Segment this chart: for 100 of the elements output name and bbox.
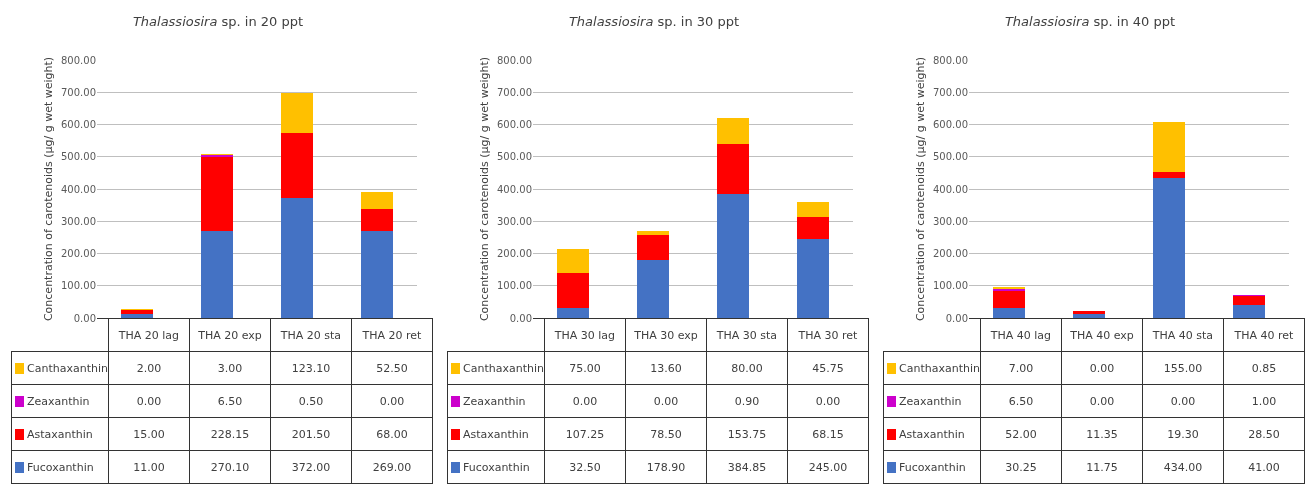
y-tick-label: 400.00 <box>497 183 532 195</box>
legend-label: Fucoxanthin <box>27 460 94 474</box>
bar <box>201 230 233 318</box>
data-label: 155.00 <box>1142 351 1224 385</box>
legend-label: Astaxanthin <box>27 427 93 441</box>
bar <box>717 118 749 145</box>
data-label: 153.75 <box>706 417 788 451</box>
y-axis-title: Concentration of carotenoids (µg/ g wet weight) <box>913 56 927 322</box>
bar <box>637 260 669 318</box>
bar <box>281 198 313 318</box>
y-tick-label: 700.00 <box>61 86 96 98</box>
data-label: 11.75 <box>1061 450 1143 484</box>
legend-label: Zeaxanthin <box>463 394 526 408</box>
data-label: 45.75 <box>787 351 869 385</box>
y-axis-title: Concentration of carotenoids (µg/ g wet weight) <box>477 56 491 322</box>
bar <box>797 202 829 218</box>
y-tick-label: 200.00 <box>497 248 532 259</box>
bar <box>361 209 393 232</box>
bar <box>361 231 393 318</box>
bar <box>281 93 313 133</box>
x-tick-label: THA 20 exp <box>189 318 271 352</box>
data-label: 19.30 <box>1142 417 1224 451</box>
bar <box>717 144 749 194</box>
data-label: 0.00 <box>1061 351 1143 385</box>
bar <box>1153 171 1185 179</box>
y-tick-label: 500.00 <box>497 151 532 163</box>
bar <box>201 157 233 231</box>
y-tick-label: 100.00 <box>61 280 96 292</box>
data-label: 30.25 <box>980 450 1062 484</box>
bar <box>1153 178 1185 318</box>
data-label: 3.00 <box>189 351 271 385</box>
y-tick-label: 600.00 <box>61 119 96 130</box>
x-tick-label: THA 30 exp <box>625 318 707 352</box>
data-label: 11.35 <box>1061 417 1143 451</box>
y-tick-label: 500.00 <box>933 151 968 163</box>
bar <box>1153 121 1185 172</box>
data-label: 52.50 <box>351 351 433 385</box>
data-label: 2.00 <box>108 351 190 385</box>
data-label: 434.00 <box>1142 450 1224 484</box>
data-label: 0.00 <box>108 384 190 418</box>
bar <box>557 272 589 308</box>
bar <box>993 308 1025 318</box>
data-label: 201.50 <box>270 417 352 451</box>
legend-label: Canthaxanthin <box>463 361 544 375</box>
data-label: 178.90 <box>625 450 707 484</box>
data-label: 80.00 <box>706 351 788 385</box>
y-tick-label: 800.00 <box>61 54 96 66</box>
y-tick-label: 600.00 <box>933 119 968 130</box>
data-label: 78.50 <box>625 417 707 451</box>
y-tick-label: 100.00 <box>933 280 968 292</box>
x-tick-label: THA 20 lag <box>108 318 190 352</box>
y-tick-label: 800.00 <box>497 54 532 66</box>
x-tick-label: THA 40 lag <box>980 318 1062 352</box>
data-label: 372.00 <box>270 450 352 484</box>
data-label: 270.10 <box>189 450 271 484</box>
y-tick-label: 200.00 <box>61 248 96 259</box>
data-label: 52.00 <box>980 417 1062 451</box>
legend-label: Astaxanthin <box>899 427 965 441</box>
bar <box>1073 314 1105 318</box>
legend-label: Zeaxanthin <box>27 394 90 408</box>
data-label: 6.50 <box>189 384 271 418</box>
bar <box>717 193 749 318</box>
x-tick-label: THA 20 sta <box>270 318 352 352</box>
bar <box>557 307 589 318</box>
bar <box>797 238 829 318</box>
data-label: 0.90 <box>706 384 788 418</box>
legend-label: Astaxanthin <box>463 427 529 441</box>
y-tick-label: 300.00 <box>61 215 96 227</box>
y-tick-label: 700.00 <box>497 86 532 98</box>
data-label: 11.00 <box>108 450 190 484</box>
legend-label: Fucoxanthin <box>463 460 530 474</box>
bar <box>797 217 829 239</box>
y-tick-label: 300.00 <box>933 215 968 227</box>
bar <box>121 314 153 318</box>
data-label: 41.00 <box>1223 450 1305 484</box>
data-label: 107.25 <box>544 417 626 451</box>
x-tick-label: THA 30 sta <box>706 318 788 352</box>
x-tick-label: THA 40 exp <box>1061 318 1143 352</box>
data-label: 68.00 <box>351 417 433 451</box>
y-tick-label: 400.00 <box>61 183 96 195</box>
legend-label: Fucoxanthin <box>899 460 966 474</box>
x-tick-label: THA 20 ret <box>351 318 433 352</box>
bar <box>557 248 589 273</box>
data-label: 0.00 <box>625 384 707 418</box>
data-label: 13.60 <box>625 351 707 385</box>
data-label: 32.50 <box>544 450 626 484</box>
data-label: 228.15 <box>189 417 271 451</box>
data-label: 15.00 <box>108 417 190 451</box>
chart-title: Thalassiosira sp. in 30 ppt <box>568 13 740 29</box>
bar <box>281 133 313 199</box>
data-label: 68.15 <box>787 417 869 451</box>
data-label: 75.00 <box>544 351 626 385</box>
data-label: 0.00 <box>787 384 869 418</box>
data-label: 0.85 <box>1223 351 1305 385</box>
bar <box>1233 295 1265 305</box>
y-tick-label: 100.00 <box>497 280 532 292</box>
data-label: 7.00 <box>980 351 1062 385</box>
data-label: 0.50 <box>270 384 352 418</box>
data-label: 384.85 <box>706 450 788 484</box>
x-tick-label: THA 30 ret <box>787 318 869 352</box>
